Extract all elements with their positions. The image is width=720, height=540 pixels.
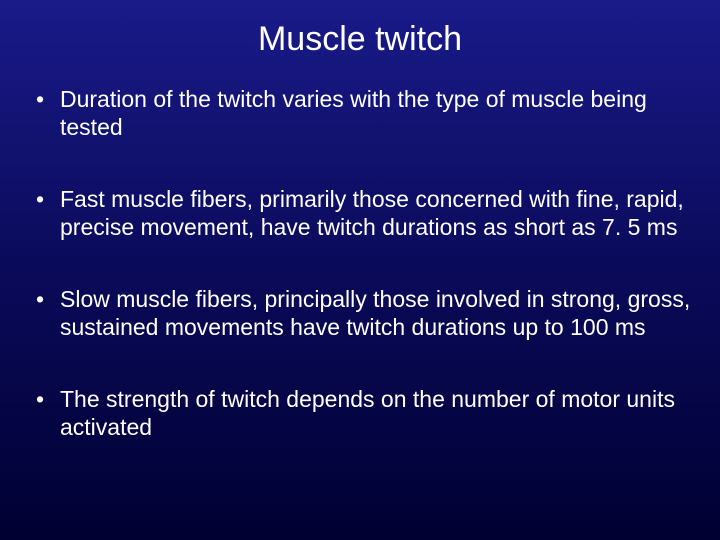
list-item: The strength of twitch depends on the nu…: [34, 385, 692, 441]
list-item: Slow muscle fibers, principally those in…: [34, 285, 692, 341]
bullet-list: Duration of the twitch varies with the t…: [28, 85, 692, 441]
list-item: Duration of the twitch varies with the t…: [34, 85, 692, 141]
slide-title: Muscle twitch: [28, 20, 692, 59]
list-item: Fast muscle fibers, primarily those conc…: [34, 185, 692, 241]
